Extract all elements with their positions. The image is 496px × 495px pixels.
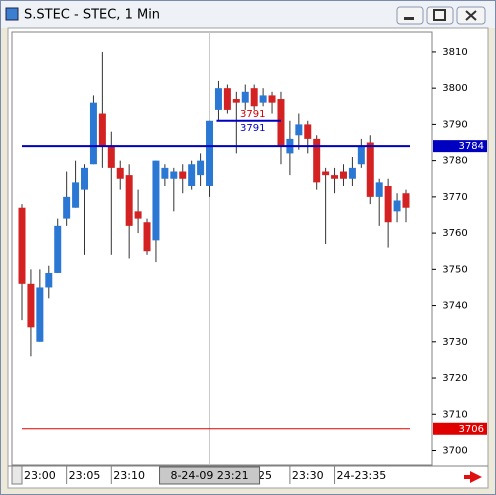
candle-body bbox=[268, 95, 276, 103]
candle-body bbox=[89, 102, 97, 165]
candle-body bbox=[393, 200, 401, 212]
x-tick-label: 24-23:35 bbox=[337, 469, 387, 482]
y-tick-label: 3710 bbox=[442, 409, 467, 420]
candle-body bbox=[277, 99, 285, 147]
y-tick-label: 3720 bbox=[442, 373, 467, 384]
minimize-button[interactable] bbox=[396, 6, 424, 25]
x-tick-label: 23:05 bbox=[69, 469, 101, 482]
close-icon bbox=[465, 10, 477, 21]
candle-body bbox=[98, 113, 106, 147]
candle-body bbox=[250, 88, 258, 107]
candle-body bbox=[322, 171, 330, 176]
plot-area bbox=[11, 31, 433, 466]
candle-body bbox=[259, 95, 267, 103]
window-icon bbox=[5, 7, 19, 21]
candle-body bbox=[107, 146, 115, 168]
candle-body bbox=[170, 171, 178, 179]
candle-body bbox=[295, 124, 303, 136]
candle-body bbox=[375, 182, 383, 197]
candle-body bbox=[223, 88, 231, 110]
y-tick-label: 3780 bbox=[442, 156, 467, 167]
candle-body bbox=[134, 211, 142, 219]
price-tag bbox=[433, 140, 487, 153]
y-tick-label: 3730 bbox=[442, 337, 467, 348]
candle-body bbox=[143, 222, 151, 252]
candle-body bbox=[179, 171, 187, 179]
level-label: 3791 bbox=[240, 109, 265, 120]
candle-body bbox=[206, 120, 214, 186]
candle-body bbox=[81, 167, 89, 190]
candle-body bbox=[161, 167, 169, 179]
candle-body bbox=[348, 167, 356, 179]
candle-body bbox=[72, 182, 80, 208]
y-tick-label: 3810 bbox=[442, 47, 467, 58]
y-tick-label: 3790 bbox=[442, 119, 467, 130]
candle-body bbox=[214, 88, 222, 110]
candle-body bbox=[18, 207, 26, 284]
scroll-thumb[interactable] bbox=[11, 465, 23, 485]
candle-body bbox=[27, 283, 35, 328]
candle-body bbox=[304, 124, 312, 139]
y-tick-label: 3750 bbox=[442, 264, 467, 275]
candle-body bbox=[152, 160, 160, 241]
scroll-right-arrow[interactable] bbox=[464, 471, 482, 483]
chart-title: S.STEC - STEC, 1 Min bbox=[24, 8, 160, 23]
x-tick-label: 23:10 bbox=[113, 469, 145, 482]
candle-body bbox=[313, 138, 321, 183]
candle-body bbox=[331, 175, 339, 179]
price-tag bbox=[433, 422, 487, 435]
y-tick-label: 3770 bbox=[442, 192, 467, 203]
price-tag-label: 3706 bbox=[459, 424, 484, 435]
minimize-icon bbox=[404, 17, 414, 20]
price-tag-label: 3784 bbox=[459, 141, 484, 152]
candle-body bbox=[197, 160, 205, 176]
candle-body bbox=[366, 142, 374, 197]
candle-body bbox=[36, 287, 44, 342]
y-tick-label: 3740 bbox=[442, 301, 467, 312]
level-label: 3791 bbox=[240, 123, 265, 134]
y-tick-label: 3760 bbox=[442, 228, 467, 239]
window-buttons[interactable] bbox=[396, 6, 486, 25]
candle-body bbox=[339, 171, 347, 179]
x-tick-label: 23:30 bbox=[292, 469, 324, 482]
candle-body bbox=[54, 225, 62, 273]
y-tick-label: 3700 bbox=[442, 446, 467, 457]
candle-body bbox=[188, 164, 196, 186]
candle-body bbox=[63, 196, 71, 219]
y-tick-label: 3800 bbox=[442, 83, 467, 94]
cursor-time-box bbox=[159, 466, 261, 485]
candle-body bbox=[116, 167, 124, 179]
candle-body bbox=[241, 91, 249, 103]
candle-body bbox=[357, 146, 365, 165]
cursor-time-label: 8-24-09 23:21 bbox=[170, 469, 248, 482]
candle-body bbox=[232, 99, 240, 103]
candle-body bbox=[45, 272, 53, 288]
x-tick-label: 23:00 bbox=[24, 469, 56, 482]
candle-body bbox=[384, 185, 392, 223]
candle-body bbox=[402, 193, 410, 208]
candle-body bbox=[125, 175, 133, 226]
maximize-icon bbox=[433, 9, 446, 21]
